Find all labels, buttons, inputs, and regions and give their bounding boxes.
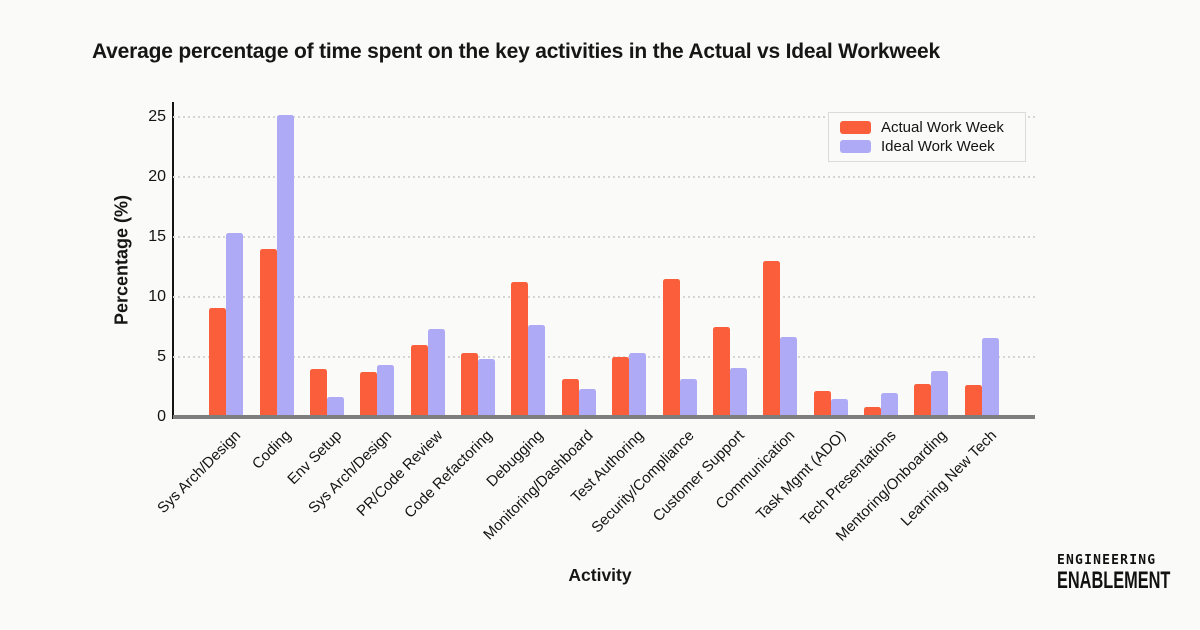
- bar-group: [957, 338, 1007, 415]
- bar-ideal-work-week: [377, 364, 395, 415]
- bar-group: [604, 352, 654, 415]
- bar-ideal-work-week: [528, 325, 546, 415]
- bar-ideal-work-week: [326, 397, 344, 415]
- bar-ideal-work-week: [981, 338, 999, 415]
- legend: Actual Work Week Ideal Work Week: [828, 112, 1026, 162]
- bar-group: [352, 364, 402, 415]
- bar-ideal-work-week: [729, 368, 747, 415]
- x-axis-line: [173, 415, 1035, 419]
- engineering-enablement-logo: ENGINEERING ENABLEMENT: [1057, 554, 1200, 593]
- bar-ideal-work-week: [679, 379, 697, 415]
- bar-ideal-work-week: [276, 115, 294, 415]
- y-axis-line: [172, 102, 174, 419]
- x-tick-label: Code Refactoring: [401, 427, 497, 522]
- y-tick-label: 20: [148, 168, 166, 185]
- y-axis-title: Percentage (%): [111, 194, 132, 326]
- legend-swatch-actual: [840, 121, 871, 134]
- legend-swatch-ideal: [840, 140, 871, 153]
- legend-item-actual: Actual Work Week: [840, 120, 1014, 135]
- bar-actual-work-week: [410, 345, 428, 415]
- bar-ideal-work-week: [629, 352, 647, 415]
- x-tick-label: Learning New Tech: [897, 427, 1001, 530]
- bar-ideal-work-week: [881, 393, 899, 415]
- bar-actual-work-week: [612, 357, 630, 415]
- bar-actual-work-week: [864, 406, 882, 415]
- y-tick-label: 0: [157, 408, 166, 425]
- bar-group: [806, 391, 856, 415]
- bar-group: [906, 370, 956, 415]
- y-tick-label: 15: [148, 228, 166, 245]
- y-tick-label: 25: [148, 108, 166, 125]
- bar-actual-work-week: [461, 352, 479, 415]
- bar-ideal-work-week: [780, 337, 798, 415]
- bars-row: [173, 115, 1035, 415]
- y-tick-label: 10: [148, 288, 166, 305]
- logo-line-1: ENGINEERING: [1057, 553, 1157, 568]
- bar-actual-work-week: [813, 391, 831, 415]
- bar-group: [705, 327, 755, 415]
- bar-actual-work-week: [209, 308, 227, 415]
- bar-group: [755, 261, 805, 415]
- bar-actual-work-week: [561, 379, 579, 415]
- bar-actual-work-week: [914, 383, 932, 415]
- bar-actual-work-week: [763, 261, 781, 415]
- chart-title: Average percentage of time spent on the …: [92, 40, 940, 63]
- legend-label-ideal: Ideal Work Week: [881, 138, 995, 155]
- bar-group: [654, 279, 704, 415]
- bar-ideal-work-week: [478, 358, 496, 415]
- bar-group: [856, 393, 906, 415]
- x-tick-label: Task Mgmt (ADO): [752, 427, 850, 524]
- gridline: [173, 176, 1035, 178]
- gridline: [173, 296, 1035, 298]
- bar-ideal-work-week: [830, 399, 848, 415]
- x-tick-label: Customer Support: [650, 427, 749, 526]
- bar-actual-work-week: [712, 327, 730, 415]
- bar-group: [201, 232, 251, 415]
- bar-group: [503, 281, 553, 415]
- bar-actual-work-week: [511, 281, 529, 415]
- x-tick-label: PR/Code Review: [353, 427, 446, 520]
- bar-ideal-work-week: [226, 232, 244, 415]
- bar-group: [554, 379, 604, 415]
- x-tick-label: Coding: [248, 427, 295, 473]
- gridline: [173, 236, 1035, 238]
- bar-group: [302, 369, 352, 415]
- bar-group: [453, 352, 503, 415]
- legend-label-actual: Actual Work Week: [881, 119, 1004, 136]
- y-tick-label: 5: [157, 348, 166, 365]
- bar-ideal-work-week: [931, 370, 949, 415]
- bar-actual-work-week: [662, 279, 680, 415]
- x-tick-label: Tech Presentations: [797, 427, 900, 530]
- bar-actual-work-week: [259, 249, 277, 415]
- bar-actual-work-week: [309, 369, 327, 415]
- logo-line-2: ENABLEMENT: [1057, 567, 1171, 594]
- gridline: [173, 116, 1035, 118]
- x-axis-title: Activity: [568, 565, 632, 585]
- bar-ideal-work-week: [427, 328, 445, 415]
- legend-item-ideal: Ideal Work Week: [840, 139, 1014, 154]
- bar-ideal-work-week: [578, 388, 596, 415]
- bar-actual-work-week: [964, 385, 982, 415]
- bar-group: [403, 328, 453, 415]
- x-tick-label: Sys Arch/Design: [154, 427, 245, 517]
- plot-area: [172, 102, 1035, 419]
- gridline: [173, 356, 1035, 358]
- bar-actual-work-week: [360, 371, 378, 415]
- bar-group: [251, 115, 301, 415]
